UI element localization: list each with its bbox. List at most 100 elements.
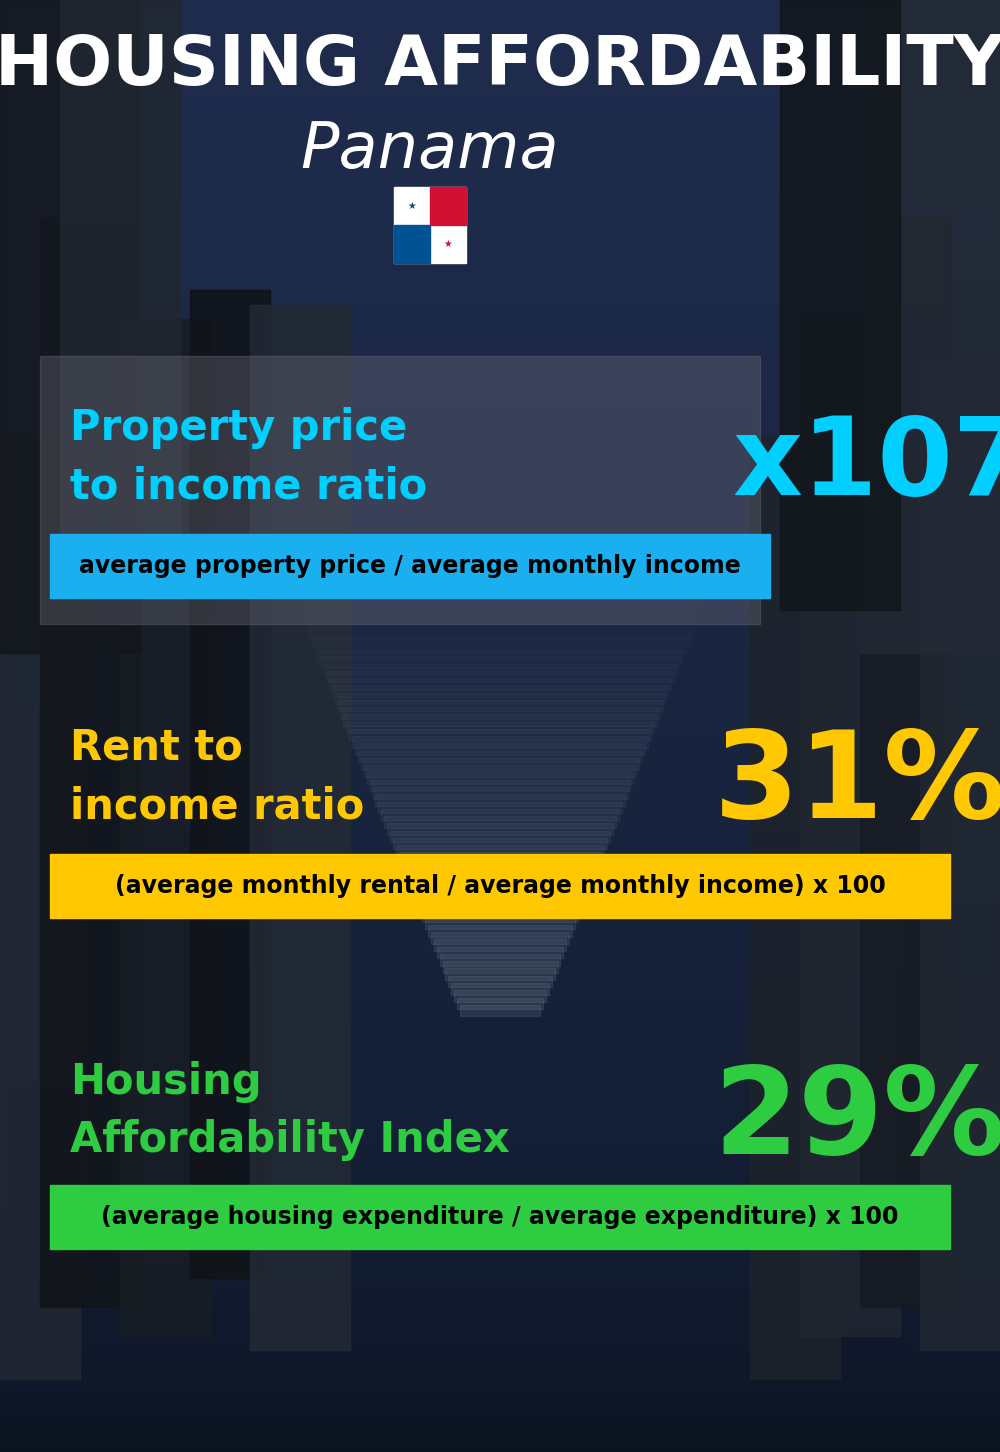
Bar [0, 472, 1000, 479]
Bar [0, 334, 1000, 341]
Bar [0, 51, 1000, 58]
Bar [457, 998, 543, 1009]
Bar [0, 145, 1000, 152]
Bar [0, 1111, 1000, 1118]
Bar [394, 225, 430, 263]
Bar [0, 1350, 1000, 1358]
Bar [250, 305, 350, 1350]
Bar [0, 1009, 1000, 1016]
Text: ★: ★ [408, 202, 416, 211]
Bar [0, 1430, 1000, 1437]
Bar [0, 1314, 1000, 1321]
Bar [0, 544, 1000, 552]
Bar [0, 762, 1000, 770]
Bar [0, 886, 1000, 893]
Bar [0, 15, 1000, 22]
Bar [355, 743, 645, 755]
Bar [323, 664, 677, 675]
Bar [0, 552, 1000, 559]
Bar [320, 656, 680, 668]
Text: ★: ★ [444, 240, 452, 248]
Bar [0, 1292, 1000, 1300]
Bar [0, 639, 1000, 646]
Bar [0, 225, 1000, 232]
Bar [0, 109, 1000, 116]
Bar [0, 784, 1000, 791]
Bar [0, 327, 1000, 334]
Bar [0, 937, 1000, 944]
Bar [0, 1169, 1000, 1176]
Bar [0, 1300, 1000, 1307]
Bar [0, 479, 1000, 486]
Bar [0, 893, 1000, 900]
Bar [416, 896, 584, 908]
Bar [0, 1104, 1000, 1111]
Bar [0, 501, 1000, 508]
Bar [358, 751, 642, 762]
Bar [0, 1038, 1000, 1045]
Bar [0, 922, 1000, 929]
Bar [437, 947, 563, 958]
Bar [0, 305, 1000, 312]
Bar [305, 620, 695, 632]
Bar [0, 603, 1000, 610]
Bar [0, 595, 1000, 603]
Bar [0, 160, 1000, 167]
Bar [0, 378, 1000, 385]
Bar [0, 399, 1000, 407]
Bar [430, 187, 466, 225]
Bar [0, 1416, 1000, 1423]
Bar [0, 1336, 1000, 1343]
Bar [0, 1133, 1000, 1140]
Bar [384, 816, 616, 828]
Bar [0, 65, 1000, 73]
Bar [0, 646, 1000, 653]
Bar [361, 758, 639, 770]
Bar [0, 581, 1000, 588]
Bar [0, 1423, 1000, 1430]
Bar [0, 871, 1000, 878]
Bar [0, 1183, 1000, 1191]
Bar [0, 1437, 1000, 1445]
Bar [0, 1089, 1000, 1096]
Bar [332, 685, 668, 697]
Bar [0, 1372, 1000, 1379]
Bar [0, 174, 1000, 182]
Bar [50, 854, 950, 918]
Bar [0, 283, 1000, 290]
Bar [311, 635, 689, 646]
Bar [0, 813, 1000, 820]
Bar [0, 1198, 1000, 1205]
Bar [0, 116, 1000, 123]
Bar [0, 1053, 1000, 1060]
Bar [343, 714, 657, 726]
Bar [0, 1024, 1000, 1031]
Bar [0, 80, 1000, 87]
Bar [0, 290, 1000, 298]
Bar [0, 878, 1000, 886]
Bar [0, 849, 1000, 857]
Bar [0, 1278, 1000, 1285]
Bar [0, 218, 1000, 225]
Bar [0, 1408, 1000, 1416]
Bar [0, 276, 1000, 283]
Bar [0, 915, 1000, 922]
Bar [0, 203, 1000, 211]
Bar [0, 1270, 1000, 1278]
Bar [0, 980, 1000, 987]
Bar [0, 370, 1000, 378]
Bar [0, 624, 1000, 632]
Bar [0, 842, 1000, 849]
Bar [0, 1176, 1000, 1183]
Bar [0, 407, 1000, 414]
Bar [0, 559, 1000, 566]
Bar [410, 881, 590, 893]
Bar [750, 436, 840, 1379]
Bar [0, 385, 1000, 392]
Bar [0, 515, 1000, 523]
Text: (average housing expenditure / average expenditure) x 100: (average housing expenditure / average e… [101, 1205, 899, 1228]
Bar [0, 566, 1000, 574]
Bar [0, 1249, 1000, 1256]
Bar [0, 414, 1000, 421]
Bar [0, 102, 1000, 109]
